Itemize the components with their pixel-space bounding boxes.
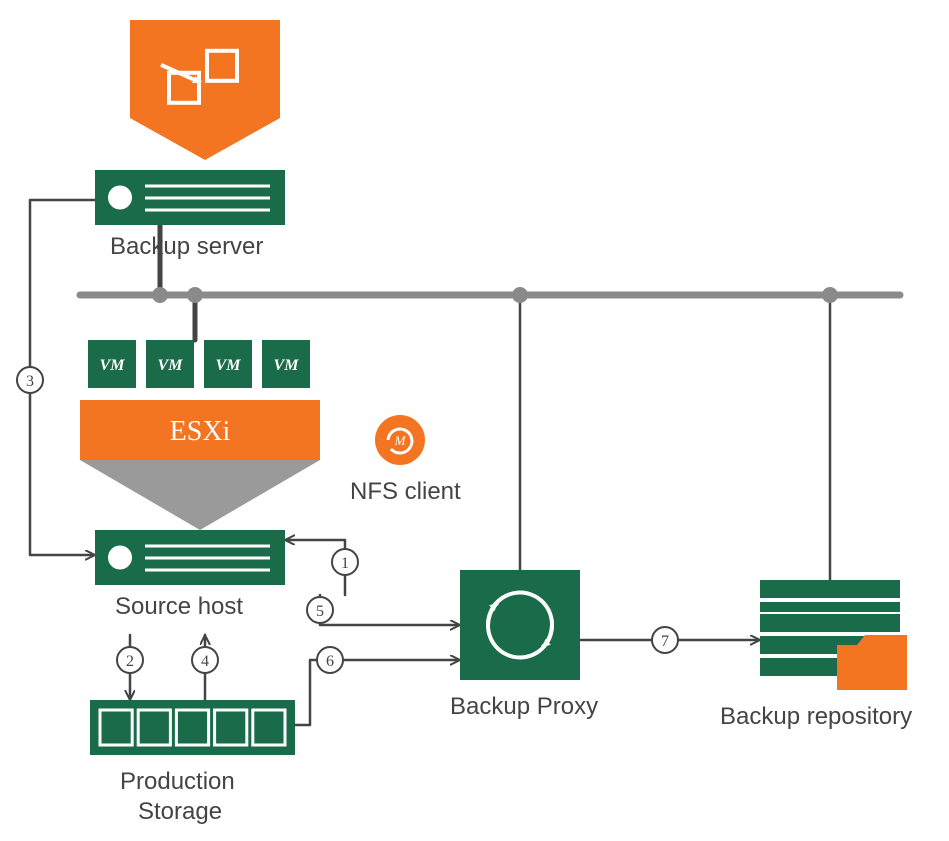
backup-repository <box>760 580 907 690</box>
snapshot-banner-icon <box>130 20 280 160</box>
step-badge-1: 1 <box>341 555 349 572</box>
backup-proxy-label: Backup Proxy <box>450 693 598 721</box>
source-host <box>95 530 285 585</box>
backup-server-label: Backup server <box>110 233 263 261</box>
source-host-label: Source host <box>115 593 243 621</box>
vm-box-1: VM <box>88 340 136 388</box>
svg-text:VM: VM <box>100 357 126 374</box>
nfs-client-label: NFS client <box>350 478 461 506</box>
svg-text:M: M <box>394 433 407 448</box>
svg-text:ESXi: ESXi <box>170 416 231 447</box>
prod-storage-label-1: Production <box>120 768 235 796</box>
vm-box-3: VM <box>204 340 252 388</box>
step-badge-3: 3 <box>26 373 34 390</box>
svg-text:VM: VM <box>274 357 300 374</box>
prod-storage-label-2: Storage <box>138 798 222 826</box>
backup-proxy <box>460 570 580 680</box>
step-badge-4: 4 <box>201 653 209 670</box>
esxi-host: ESXi <box>80 400 320 530</box>
svg-text:VM: VM <box>158 357 184 374</box>
network-bus <box>80 287 900 303</box>
backup-repo-label: Backup repository <box>720 703 912 731</box>
production-storage <box>90 700 295 755</box>
edge-step5 <box>320 595 460 625</box>
step-badge-2: 2 <box>126 653 134 670</box>
backup-server <box>95 170 285 225</box>
step-badge-6: 6 <box>326 653 334 670</box>
step-badge-5: 5 <box>316 603 324 620</box>
edge-step6 <box>295 660 460 725</box>
step-badge-7: 7 <box>661 633 669 650</box>
svg-text:VM: VM <box>216 357 242 374</box>
nfs-client-icon: M <box>375 415 425 465</box>
vm-box-4: VM <box>262 340 310 388</box>
vm-box-2: VM <box>146 340 194 388</box>
